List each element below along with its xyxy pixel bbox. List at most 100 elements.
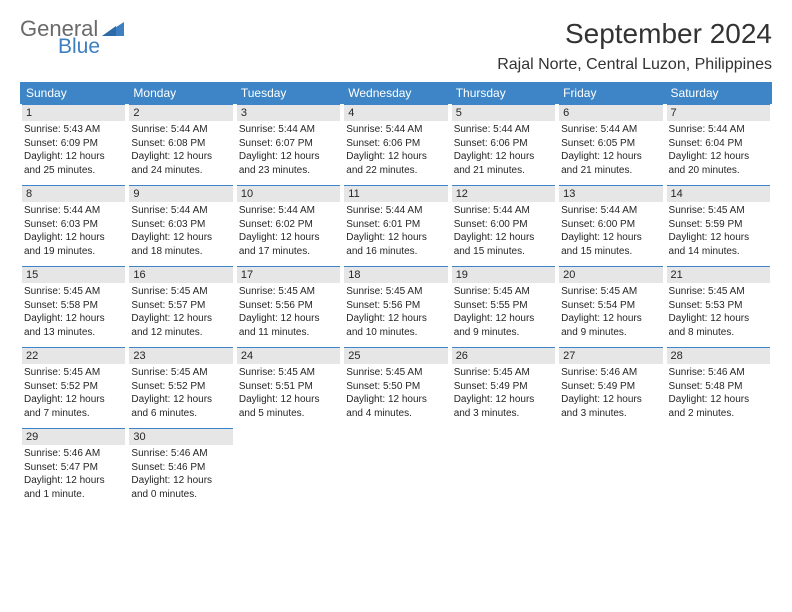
daylight-line: Daylight: 12 hours and 1 minute. [24,474,123,501]
day-number: 3 [237,104,340,121]
daylight-line: Daylight: 12 hours and 2 minutes. [669,393,768,420]
day-number: 1 [22,104,125,121]
daylight-line: Daylight: 12 hours and 14 minutes. [669,231,768,258]
weekday-header: Sunday [20,82,127,104]
sunset-line: Sunset: 5:54 PM [561,299,660,313]
day-cell: 10Sunrise: 5:44 AMSunset: 6:02 PMDayligh… [235,185,342,266]
day-cell: 5Sunrise: 5:44 AMSunset: 6:06 PMDaylight… [450,104,557,185]
day-number: 22 [22,347,125,364]
daylight-line: Daylight: 12 hours and 10 minutes. [346,312,445,339]
sunrise-line: Sunrise: 5:44 AM [454,123,553,137]
day-cell: 13Sunrise: 5:44 AMSunset: 6:00 PMDayligh… [557,185,664,266]
sunrise-line: Sunrise: 5:43 AM [24,123,123,137]
daylight-line: Daylight: 12 hours and 8 minutes. [669,312,768,339]
day-body: Sunrise: 5:45 AMSunset: 5:53 PMDaylight:… [667,283,770,339]
sunset-line: Sunset: 5:49 PM [454,380,553,394]
day-cell: 12Sunrise: 5:44 AMSunset: 6:00 PMDayligh… [450,185,557,266]
day-cell: 24Sunrise: 5:45 AMSunset: 5:51 PMDayligh… [235,347,342,428]
day-number: 29 [22,428,125,445]
day-number: 8 [22,185,125,202]
day-number: 12 [452,185,555,202]
daylight-line: Daylight: 12 hours and 18 minutes. [131,231,230,258]
day-cell: 9Sunrise: 5:44 AMSunset: 6:03 PMDaylight… [127,185,234,266]
day-body: Sunrise: 5:46 AMSunset: 5:46 PMDaylight:… [129,445,232,501]
day-number: 11 [344,185,447,202]
daylight-line: Daylight: 12 hours and 22 minutes. [346,150,445,177]
day-cell [450,428,557,509]
day-number: 19 [452,266,555,283]
daylight-line: Daylight: 12 hours and 21 minutes. [454,150,553,177]
day-body: Sunrise: 5:45 AMSunset: 5:57 PMDaylight:… [129,283,232,339]
day-body: Sunrise: 5:45 AMSunset: 5:50 PMDaylight:… [344,364,447,420]
sunset-line: Sunset: 5:52 PM [131,380,230,394]
sunset-line: Sunset: 6:00 PM [454,218,553,232]
day-cell: 11Sunrise: 5:44 AMSunset: 6:01 PMDayligh… [342,185,449,266]
day-number: 27 [559,347,662,364]
day-body: Sunrise: 5:44 AMSunset: 6:06 PMDaylight:… [344,121,447,177]
day-body: Sunrise: 5:44 AMSunset: 6:04 PMDaylight:… [667,121,770,177]
day-cell: 26Sunrise: 5:45 AMSunset: 5:49 PMDayligh… [450,347,557,428]
daylight-line: Daylight: 12 hours and 15 minutes. [454,231,553,258]
day-body: Sunrise: 5:44 AMSunset: 6:05 PMDaylight:… [559,121,662,177]
weekday-header-row: SundayMondayTuesdayWednesdayThursdayFrid… [20,82,772,104]
week-row: 1Sunrise: 5:43 AMSunset: 6:09 PMDaylight… [20,104,772,185]
sunrise-line: Sunrise: 5:45 AM [346,366,445,380]
day-body: Sunrise: 5:44 AMSunset: 6:02 PMDaylight:… [237,202,340,258]
day-number: 7 [667,104,770,121]
sunrise-line: Sunrise: 5:46 AM [669,366,768,380]
day-number: 21 [667,266,770,283]
day-body: Sunrise: 5:46 AMSunset: 5:47 PMDaylight:… [22,445,125,501]
daylight-line: Daylight: 12 hours and 23 minutes. [239,150,338,177]
day-number: 4 [344,104,447,121]
day-body: Sunrise: 5:45 AMSunset: 5:54 PMDaylight:… [559,283,662,339]
daylight-line: Daylight: 12 hours and 3 minutes. [561,393,660,420]
sunset-line: Sunset: 5:59 PM [669,218,768,232]
day-cell: 17Sunrise: 5:45 AMSunset: 5:56 PMDayligh… [235,266,342,347]
day-body: Sunrise: 5:45 AMSunset: 5:52 PMDaylight:… [22,364,125,420]
sunrise-line: Sunrise: 5:45 AM [131,366,230,380]
day-number: 25 [344,347,447,364]
day-cell [557,428,664,509]
day-body: Sunrise: 5:44 AMSunset: 6:08 PMDaylight:… [129,121,232,177]
day-body: Sunrise: 5:45 AMSunset: 5:56 PMDaylight:… [237,283,340,339]
weekday-header: Monday [127,82,234,104]
sunset-line: Sunset: 5:53 PM [669,299,768,313]
sunrise-line: Sunrise: 5:45 AM [239,366,338,380]
daylight-line: Daylight: 12 hours and 19 minutes. [24,231,123,258]
sunset-line: Sunset: 6:01 PM [346,218,445,232]
day-body: Sunrise: 5:44 AMSunset: 6:03 PMDaylight:… [129,202,232,258]
sunrise-line: Sunrise: 5:44 AM [24,204,123,218]
day-body: Sunrise: 5:44 AMSunset: 6:06 PMDaylight:… [452,121,555,177]
week-row: 29Sunrise: 5:46 AMSunset: 5:47 PMDayligh… [20,428,772,509]
daylight-line: Daylight: 12 hours and 17 minutes. [239,231,338,258]
day-number: 13 [559,185,662,202]
sunset-line: Sunset: 6:07 PM [239,137,338,151]
day-cell [342,428,449,509]
weekday-header: Saturday [665,82,772,104]
day-cell [235,428,342,509]
daylight-line: Daylight: 12 hours and 5 minutes. [239,393,338,420]
sunset-line: Sunset: 5:50 PM [346,380,445,394]
day-body: Sunrise: 5:44 AMSunset: 6:03 PMDaylight:… [22,202,125,258]
day-number: 20 [559,266,662,283]
weeks-container: 1Sunrise: 5:43 AMSunset: 6:09 PMDaylight… [20,104,772,509]
daylight-line: Daylight: 12 hours and 15 minutes. [561,231,660,258]
day-cell: 4Sunrise: 5:44 AMSunset: 6:06 PMDaylight… [342,104,449,185]
sunrise-line: Sunrise: 5:45 AM [669,285,768,299]
day-number: 2 [129,104,232,121]
daylight-line: Daylight: 12 hours and 3 minutes. [454,393,553,420]
sunset-line: Sunset: 5:46 PM [131,461,230,475]
day-cell: 25Sunrise: 5:45 AMSunset: 5:50 PMDayligh… [342,347,449,428]
day-body: Sunrise: 5:45 AMSunset: 5:59 PMDaylight:… [667,202,770,258]
day-cell: 27Sunrise: 5:46 AMSunset: 5:49 PMDayligh… [557,347,664,428]
daylight-line: Daylight: 12 hours and 6 minutes. [131,393,230,420]
sunrise-line: Sunrise: 5:44 AM [239,123,338,137]
day-number: 23 [129,347,232,364]
day-body: Sunrise: 5:44 AMSunset: 6:01 PMDaylight:… [344,202,447,258]
week-row: 22Sunrise: 5:45 AMSunset: 5:52 PMDayligh… [20,347,772,428]
sunrise-line: Sunrise: 5:44 AM [346,123,445,137]
day-number: 16 [129,266,232,283]
sunrise-line: Sunrise: 5:45 AM [24,285,123,299]
day-number: 6 [559,104,662,121]
day-cell: 30Sunrise: 5:46 AMSunset: 5:46 PMDayligh… [127,428,234,509]
